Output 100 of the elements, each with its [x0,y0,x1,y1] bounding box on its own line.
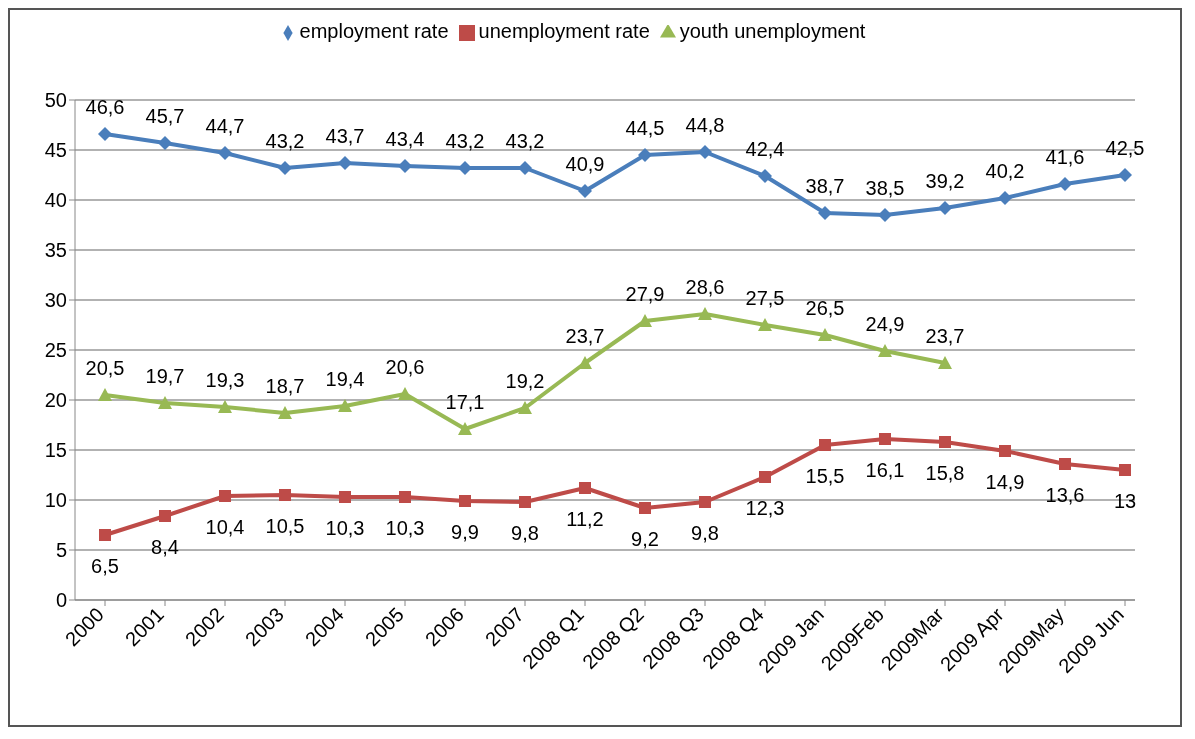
point [638,314,652,327]
point [1058,177,1072,191]
point [1118,168,1132,182]
data-label: 17,1 [445,391,485,413]
y-tick-label: 30 [44,289,67,312]
point [158,136,172,150]
point [758,169,772,183]
data-label: 20,6 [385,356,425,378]
legend-label: unemployment rate [478,20,650,42]
data-label: 19,4 [325,368,365,390]
data-label: 19,7 [145,365,185,387]
point [338,156,352,170]
legend-label: employment rate [299,20,449,42]
y-tick-label: 45 [44,139,67,162]
data-label: 9,9 [451,521,479,543]
point [398,387,412,400]
point [998,191,1012,205]
data-label: 42,4 [745,138,785,160]
data-label: 46,6 [85,96,125,118]
y-tick-label: 20 [44,389,67,412]
point [519,496,531,508]
data-label: 43,2 [505,130,545,152]
point [339,491,351,503]
data-label: 9,2 [631,528,659,550]
point [759,471,771,483]
point [98,127,112,141]
data-label: 44,7 [205,115,245,137]
data-label: 27,9 [625,283,665,305]
data-label: 43,7 [325,125,365,147]
y-tick-label: 15 [44,439,67,462]
data-label: 41,6 [1045,146,1085,168]
point [398,159,412,173]
data-label: 24,9 [865,313,905,335]
data-label: 27,5 [745,287,785,309]
point [999,445,1011,457]
point [1119,464,1131,476]
point [218,400,232,413]
y-tick-label: 40 [44,189,67,212]
data-label: 13,6 [1045,484,1085,506]
data-label: 43,2 [265,130,305,152]
data-label: 16,1 [865,459,905,481]
point [939,436,951,448]
data-label: 10,4 [205,516,245,538]
point [878,208,892,222]
data-label: 23,7 [565,325,605,347]
point [698,145,712,159]
data-label: 13 [1113,490,1137,512]
point [638,148,652,162]
data-label: 14,9 [985,471,1025,493]
point [98,388,112,401]
y-tick-label: 25 [44,339,67,362]
data-label: 40,9 [565,153,605,175]
data-label: 43,2 [445,130,485,152]
point [159,510,171,522]
point [938,356,952,369]
data-label: 23,7 [925,325,965,347]
point [279,489,291,501]
point [518,401,532,414]
point [818,328,832,341]
point [758,318,772,331]
data-label: 44,8 [685,114,725,136]
point [699,496,711,508]
legend-label: youth unemployment [679,20,866,42]
point [158,396,172,409]
point [578,356,592,369]
point [219,490,231,502]
y-tick-label: 10 [44,489,67,512]
data-label: 40,2 [985,160,1025,182]
point [639,502,651,514]
data-label: 9,8 [511,522,539,544]
data-label: 38,7 [805,175,845,197]
data-label: 10,3 [325,517,365,539]
data-label: 15,5 [805,465,845,487]
data-label: 12,3 [745,497,785,519]
data-label: 44,5 [625,117,665,139]
data-label: 15,8 [925,462,965,484]
point [458,422,472,435]
data-label: 19,2 [505,370,545,392]
point [99,529,111,541]
point [1059,458,1071,470]
point [698,307,712,320]
data-label: 18,7 [265,375,305,397]
point [819,439,831,451]
point [338,399,352,412]
y-tick-label: 35 [44,239,67,262]
point [278,406,292,419]
point [818,206,832,220]
point [458,161,472,175]
data-label: 10,5 [265,515,305,537]
point [878,344,892,357]
y-tick-label: 50 [44,89,67,112]
data-label: 28,6 [685,276,725,298]
y-tick-label: 0 [55,589,67,612]
point [218,146,232,160]
data-label: 38,5 [865,177,905,199]
point [459,495,471,507]
data-label: 19,3 [205,369,245,391]
point [518,161,532,175]
data-label: 6,5 [91,555,119,577]
data-label: 20,5 [85,357,125,379]
